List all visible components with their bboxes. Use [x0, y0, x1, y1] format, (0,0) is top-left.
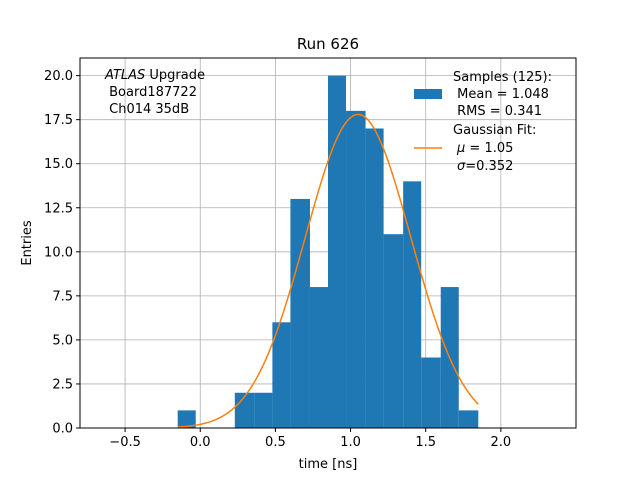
annotation-line-3: Ch014 35dB: [105, 102, 189, 117]
histogram-bar: [254, 392, 273, 428]
y-tick-label: 20.0: [44, 69, 73, 84]
y-tick-label: 5.0: [52, 333, 73, 348]
histogram-bar: [346, 110, 366, 428]
legend-fit-mu: μ = 1.05: [456, 141, 513, 156]
x-tick-label: 1.0: [340, 435, 361, 450]
x-tick-label: 2.0: [491, 435, 512, 450]
x-tick-label: −0.5: [109, 435, 141, 450]
annotation-upgrade: Upgrade: [145, 68, 205, 83]
y-tick-label: 12.5: [44, 201, 73, 216]
histogram-bar: [290, 198, 310, 428]
legend-sigma-value: =0.352: [465, 159, 513, 174]
annotation-line-1: ATLAS Upgrade: [104, 68, 205, 83]
legend-histogram-line-1: Samples (125):: [453, 70, 552, 85]
legend-histogram-line-3: RMS = 0.341: [453, 104, 542, 119]
y-tick-label: 10.0: [44, 245, 73, 260]
legend-mu-symbol: μ: [456, 141, 465, 156]
y-axis-label: Entries: [20, 220, 35, 266]
x-tick-label: 1.5: [415, 435, 436, 450]
histogram-bar: [458, 410, 479, 428]
histogram-bar: [365, 128, 384, 428]
y-tick-label: 7.5: [52, 289, 73, 304]
legend-fit-title: Gaussian Fit:: [453, 123, 536, 138]
histogram-bars: [177, 75, 479, 428]
histogram-bar: [383, 234, 404, 428]
histogram-bar: [309, 287, 328, 428]
legend-sigma-symbol: σ: [457, 159, 466, 174]
legend-histogram-line-2: Mean = 1.048: [453, 87, 549, 102]
y-tick-label: 15.0: [44, 157, 73, 172]
histogram-bar: [272, 322, 291, 428]
chart-title: Run 626: [297, 35, 359, 53]
legend: Samples (125): Mean = 1.048 RMS = 0.341 …: [414, 70, 552, 174]
y-tick-label: 2.5: [52, 377, 73, 392]
x-tick-label: 0.5: [265, 435, 286, 450]
x-tick-label: 0.0: [190, 435, 211, 450]
y-tick-label: 17.5: [44, 113, 73, 128]
y-tick-label: 0.0: [52, 422, 73, 437]
legend-mu-value: = 1.05: [465, 141, 513, 156]
histogram-bar: [403, 181, 422, 428]
histogram-bar: [328, 75, 347, 428]
x-axis-label: time [ns]: [299, 457, 358, 472]
annotation-atlas: ATLAS: [104, 68, 145, 83]
histogram-bar: [234, 392, 255, 428]
plot-frame: [79, 57, 577, 429]
annotation-line-2: Board187722: [105, 85, 197, 100]
x-axis-ticks: −0.5 0.0 0.5 1.0 1.5 2.0: [109, 428, 511, 450]
atlas-annotation: ATLAS Upgrade Board187722 Ch014 35dB: [104, 68, 205, 117]
gaussian-fit-curve: [177, 113, 479, 428]
y-axis-ticks: 0.0 2.5 5.0 7.5 10.0 12.5 15.0 17.5 20.0: [44, 69, 80, 437]
legend-histogram-swatch: [414, 89, 442, 99]
histogram-bar: [177, 410, 196, 428]
legend-fit-sigma: σ=0.352: [457, 159, 513, 174]
histogram-bar: [421, 357, 441, 428]
